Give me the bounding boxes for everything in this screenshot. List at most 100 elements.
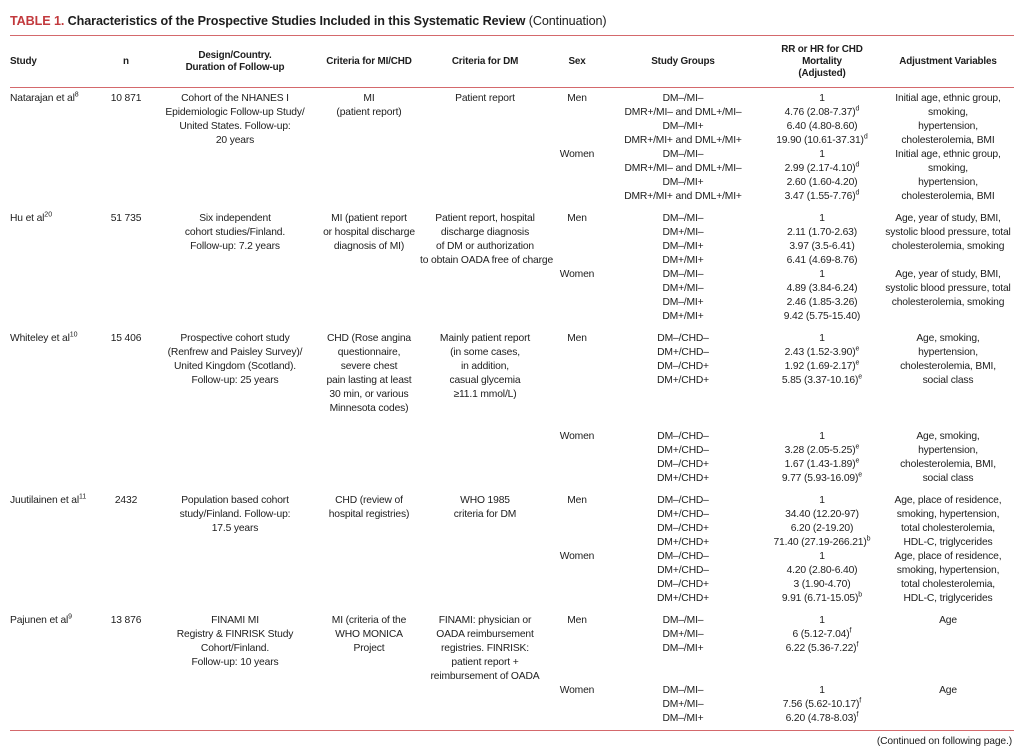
- rr-value: 4.20 (2.80-6.40): [786, 565, 858, 576]
- criteria-dm-cell: Patient report: [455, 93, 515, 104]
- table-title: TABLE 1. Characteristics of the Prospect…: [10, 14, 1014, 28]
- criteria-dm-cell: WHO 1985 criteria for DM: [453, 495, 517, 520]
- study-groups-column: DM–/MI– DM+/MI– DM–/MI+ DM+/MI+: [604, 268, 762, 324]
- adjustment-cell: Age, smoking, hypertension, cholesterole…: [900, 431, 996, 484]
- rr-value: 1: [819, 93, 825, 104]
- footnote-marker: e: [855, 345, 860, 353]
- study-name-cell: Hu et al20: [10, 211, 53, 224]
- rr-value: 1.67 (1.43-1.89)e: [784, 457, 860, 470]
- rr-value: 2.99 (2.17-4.10)d: [784, 161, 860, 174]
- rr-value: 1: [819, 333, 825, 344]
- footnote-marker: f: [856, 641, 859, 649]
- rr-value: 3.97 (3.5-6.41): [789, 241, 855, 252]
- rr-column: 1 2.43 (1.52-3.90)e 1.92 (1.69-2.17)e 5.85 …: [762, 332, 882, 388]
- study-groups-column: DM–/CHD– DM+/CHD– DM–/CHD+ DM+/CHD+: [604, 494, 762, 550]
- sex-block: Men DM–/MI– DMR+/MI– and DML+/MI– DM–/MI+ DM…: [550, 92, 1014, 148]
- column-header-rr: RR or HR for CHD Mortality (Adjusted): [781, 44, 863, 79]
- horizontal-rule-under-header: [10, 87, 1014, 88]
- footnote-marker: d: [855, 105, 860, 113]
- reference-marker: 10: [69, 331, 78, 339]
- criteria-dm-cell: Patient report, hospital discharge diagn…: [420, 213, 554, 266]
- rr-value: 7.56 (5.62-10.17)f: [782, 697, 862, 710]
- horizontal-rule-bottom: [10, 730, 1014, 731]
- sex-block: Men DM–/CHD– DM+/CHD– DM–/CHD+ DM+/CHD+ 1 34.4…: [550, 494, 1014, 550]
- study-group-item: DM+/MI–: [662, 629, 704, 640]
- study-group-item: DM–/MI+: [662, 177, 704, 188]
- sex-blocks: Men DM–/MI– DMR+/MI– and DML+/MI– DM–/MI+ DM…: [550, 92, 1014, 204]
- rr-column: 1 4.76 (2.08-7.37)d 6.40 (4.80-8.60) 19.90 …: [762, 92, 882, 148]
- sex-label: Men: [567, 615, 587, 626]
- sex-blocks: Men DM–/CHD– DM+/CHD– DM–/CHD+ DM+/CHD+ 1 2.43…: [550, 332, 1014, 486]
- study-group-item: DM–/MI+: [662, 121, 704, 132]
- rr-value: 6.41 (4.69-8.76): [786, 255, 858, 266]
- study-group-item: DM–/MI+: [662, 643, 704, 654]
- footnote-marker: e: [855, 443, 860, 451]
- criteria-mi-cell: MI (patient report): [336, 93, 402, 118]
- rr-value: 9.42 (5.75-15.40): [783, 311, 861, 322]
- sex-blocks: Men DM–/MI– DM+/MI– DM–/MI+ DM+/MI+ 1 2.11 (1.…: [550, 212, 1014, 324]
- footnote-marker: b: [858, 591, 863, 599]
- sex-block: Women DM–/MI– DM+/MI– DM–/MI+ 1 7.56 (5.62-10…: [550, 684, 1014, 726]
- rr-value: 1: [819, 149, 825, 160]
- sex-label: Women: [559, 685, 595, 696]
- sex-label: Women: [559, 551, 595, 562]
- adjustment-cell: Age, smoking, hypertension, cholesterole…: [900, 333, 996, 386]
- rr-value: 9.91 (6.71-15.05)b: [781, 591, 863, 604]
- criteria-mi-cell: MI (patient report or hospital discharge…: [323, 213, 415, 252]
- column-header-n: n: [123, 56, 129, 67]
- table-row: Hu et al20 51 735 Six independent cohort s…: [10, 208, 1014, 328]
- rr-column: 1 2.99 (2.17-4.10)d 2.60 (1.60-4.20) 3.47 (…: [762, 148, 882, 204]
- study-groups-column: DM–/CHD– DM+/CHD– DM–/CHD+ DM+/CHD+: [604, 550, 762, 606]
- study-name-cell: Pajunen et al9: [10, 613, 73, 626]
- rr-column: 1 4.89 (3.84-6.24) 2.46 (1.85-3.26) 9.42 (5…: [762, 268, 882, 324]
- n-cell: 10 871: [110, 93, 142, 104]
- reference-marker: 8: [74, 91, 79, 99]
- n-cell: 13 876: [110, 615, 142, 626]
- rr-value: 3.28 (2.05-5.25)e: [784, 443, 860, 456]
- study-group-item: DM+/MI+: [662, 311, 704, 322]
- footer-note: (Continued on following page.): [876, 736, 1012, 747]
- table-row: Whiteley et al10 15 406 Prospective cohort…: [10, 328, 1014, 490]
- study-group-item: DMR+/MI+ and DML+/MI+: [624, 135, 742, 146]
- column-header-criteria-mi: Criteria for MI/CHD: [326, 56, 412, 67]
- rr-value: 4.76 (2.08-7.37)d: [784, 105, 860, 118]
- study-group-item: DM–/MI+: [662, 713, 704, 724]
- column-header-design: Design/Country. Duration of Follow-up: [185, 50, 285, 73]
- rr-value: 2.43 (1.52-3.90)e: [784, 345, 860, 358]
- table-header-row: Study n Design/Country. Duration of Foll…: [10, 38, 1014, 87]
- criteria-dm-cell: Mainly patient report (in some cases, in…: [439, 333, 531, 400]
- rr-value: 6.40 (4.80-8.60): [786, 121, 858, 132]
- column-header-adjustment: Adjustment Variables: [899, 56, 997, 67]
- study-group-item: DM+/CHD+: [656, 375, 709, 386]
- rr-value: 71.40 (27.19-266.21)b: [773, 535, 871, 548]
- sex-label: Women: [559, 269, 595, 280]
- study-group-item: DM+/CHD–: [657, 347, 709, 358]
- footnote-marker: e: [855, 359, 860, 367]
- rr-value: 1: [819, 685, 825, 696]
- rr-value: 6.22 (5.36-7.22)f: [785, 641, 859, 654]
- study-groups-column: DM–/MI– DM+/MI– DM–/MI+: [604, 614, 762, 656]
- footnote-marker: d: [855, 189, 860, 197]
- study-group-item: DM+/MI–: [662, 283, 704, 294]
- study-group-item: DM–/MI–: [662, 615, 704, 626]
- criteria-dm-cell: FINAMI: physician or OADA reimbursement …: [430, 615, 540, 682]
- study-group-item: DM–/CHD+: [657, 459, 709, 470]
- rr-value: 34.40 (12.20-97): [785, 509, 859, 520]
- reference-marker: 20: [44, 211, 53, 219]
- sex-label: Men: [567, 93, 587, 104]
- column-header-sex: Sex: [568, 56, 586, 67]
- design-cell: Six independent cohort studies/Finland. …: [184, 213, 286, 252]
- sex-label: Men: [567, 213, 587, 224]
- adjustment-cell: Age: [939, 685, 957, 696]
- table-title-text: Characteristics of the Prospective Studi…: [64, 14, 526, 28]
- design-cell: Prospective cohort study (Renfrew and Pa…: [167, 333, 303, 386]
- sex-block: Men DM–/CHD– DM+/CHD– DM–/CHD+ DM+/CHD+ 1 2.43…: [550, 332, 1014, 388]
- n-cell: 51 735: [110, 213, 142, 224]
- study-group-item: DM–/MI–: [662, 269, 704, 280]
- footnote-marker: e: [858, 471, 863, 479]
- footnote-marker: f: [849, 627, 852, 635]
- table-row: Pajunen et al9 13 876 FINAMI MI Registry &…: [10, 610, 1014, 730]
- study-group-item: DM–/CHD–: [657, 495, 709, 506]
- rr-value: 3 (1.90-4.70): [793, 579, 851, 590]
